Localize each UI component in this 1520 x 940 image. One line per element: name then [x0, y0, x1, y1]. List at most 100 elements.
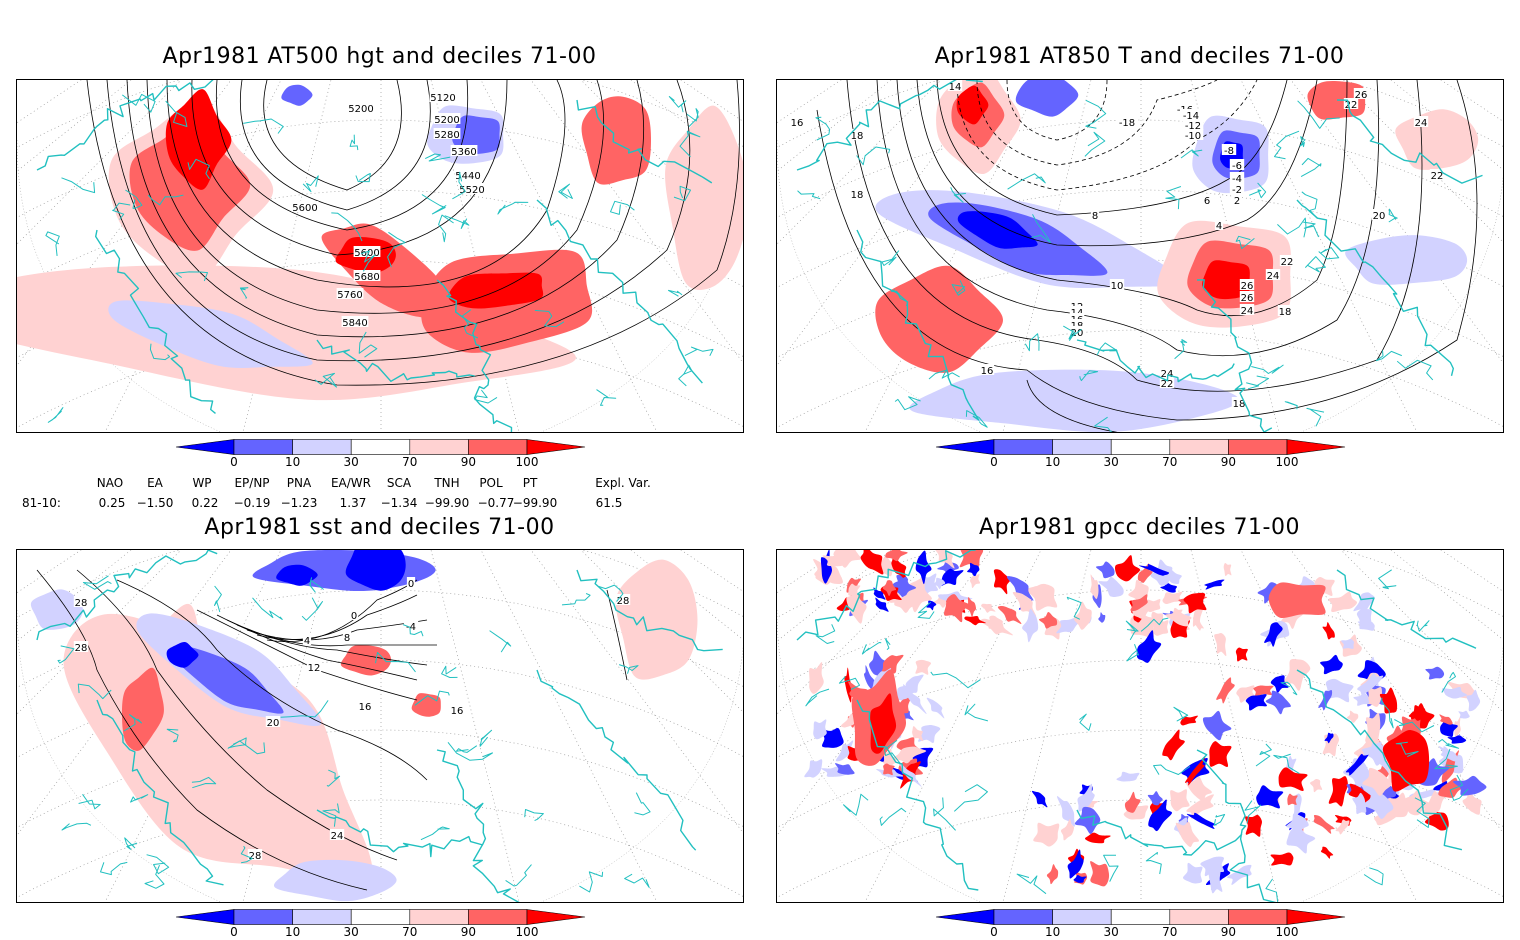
decile-region	[1162, 591, 1183, 605]
decile-region	[165, 89, 232, 190]
index-header: EA/WR	[330, 476, 372, 490]
colorbar-label: 30	[1103, 925, 1119, 939]
decile-region	[30, 589, 83, 630]
decile-region	[1265, 690, 1291, 715]
contour-label: 8	[1092, 211, 1098, 222]
decile-region	[345, 550, 406, 591]
decile-region	[1073, 601, 1092, 630]
decile-region	[926, 697, 945, 719]
decile-region	[166, 641, 199, 668]
decile-region	[1038, 611, 1058, 629]
colorbar-segment	[175, 909, 235, 925]
colorbar-label: 70	[402, 925, 418, 939]
decile-region	[1015, 80, 1079, 117]
decile-shading-p1	[17, 84, 743, 401]
decile-region	[1352, 792, 1367, 815]
decile-region	[665, 105, 743, 290]
decile-region	[926, 600, 937, 611]
decile-region	[899, 762, 922, 787]
decile-region	[1223, 562, 1232, 577]
contour-label: 18	[1279, 307, 1292, 318]
contour-labels-p2: 14161818-18-16-14-12-10-8-6-4-2264810121…	[789, 80, 1445, 410]
colorbar-segment	[350, 909, 411, 925]
decile-region	[1268, 582, 1326, 619]
contour-label: 28	[249, 851, 262, 862]
decile-region	[875, 597, 889, 612]
decile-region	[1425, 666, 1445, 680]
map-svg-p1: 5200 5120 5200 5280 5360 5440 5520 5600 5600 5680…	[17, 80, 743, 432]
decile-region	[1454, 716, 1461, 738]
decile-region	[1114, 555, 1141, 582]
colorbar-segment	[292, 439, 352, 455]
decile-region	[813, 719, 827, 740]
colorbar-label: 30	[1103, 455, 1119, 469]
decile-region	[1148, 799, 1173, 832]
contour-label: 14	[949, 82, 962, 93]
index-header: TNH	[434, 476, 460, 490]
contour-label: 6	[1204, 196, 1210, 207]
colorbar-p3: 0 10 30 70 90 100	[175, 909, 586, 939]
decile-region	[860, 550, 884, 575]
decile-region	[1341, 638, 1355, 649]
contours-p2	[816, 80, 1478, 432]
decile-region	[888, 746, 927, 764]
colorbar-segment	[1228, 909, 1288, 925]
decile-region	[969, 574, 981, 589]
decile-region	[1466, 689, 1481, 712]
decile-region	[891, 576, 917, 599]
contour-label: 16	[981, 366, 994, 377]
decile-region	[1324, 732, 1334, 744]
colorbar-label: 30	[343, 925, 359, 939]
decile-region	[276, 564, 318, 586]
decile-region	[1170, 789, 1190, 812]
decile-region	[1214, 633, 1227, 657]
decile-region	[172, 646, 284, 714]
decile-region	[1313, 815, 1335, 834]
colorbar-segment	[1286, 439, 1346, 455]
decile-region	[1346, 710, 1359, 723]
colorbar-svg	[935, 439, 1346, 455]
colorbar-segment	[350, 439, 411, 455]
decile-region	[997, 606, 1022, 624]
contour-label: -8	[1224, 146, 1234, 157]
index-value: −1.50	[136, 496, 174, 510]
decile-region	[1387, 792, 1409, 818]
contour-label: -4	[406, 622, 416, 633]
decile-region	[1245, 694, 1267, 711]
colorbar-svg	[175, 909, 586, 925]
contour-label: 5840	[342, 318, 367, 329]
decile-region	[1438, 777, 1468, 798]
decile-region	[1090, 861, 1110, 887]
decile-region	[875, 265, 1003, 373]
colorbar-segment	[526, 439, 586, 455]
decile-region	[1073, 874, 1087, 883]
decile-region	[108, 300, 313, 368]
colorbar-label: 0	[990, 925, 998, 939]
colorbar-label: 0	[990, 455, 998, 469]
contour-label: -4	[1232, 174, 1242, 185]
contour-label: 16	[451, 706, 464, 717]
decile-region	[1162, 729, 1185, 761]
decile-region	[1278, 767, 1308, 791]
colorbar-label: 10	[1044, 455, 1061, 469]
colorbar-segment	[1228, 439, 1288, 455]
decile-region	[909, 369, 1240, 432]
index-header: EP/NP	[234, 476, 270, 490]
decile-region	[882, 580, 897, 596]
decile-region	[1136, 630, 1162, 663]
decile-region	[1286, 813, 1309, 836]
decile-region	[1074, 806, 1101, 834]
colorbar-label: 0	[230, 925, 238, 939]
contour-label: 20	[267, 718, 280, 729]
coastlines-p4	[796, 550, 1477, 902]
colorbar-label: 70	[1162, 925, 1178, 939]
colorbar-segment	[526, 909, 586, 925]
decile-region	[957, 211, 1038, 249]
panel-title-p4: Apr1981 gpcc deciles 71-00	[979, 515, 1300, 540]
decile-region	[937, 560, 959, 575]
decile-region	[1160, 581, 1177, 593]
decile-region	[1186, 812, 1217, 830]
contour-label: 10	[1111, 281, 1124, 292]
decile-region	[1163, 569, 1182, 584]
contour-label: 18	[851, 131, 864, 142]
